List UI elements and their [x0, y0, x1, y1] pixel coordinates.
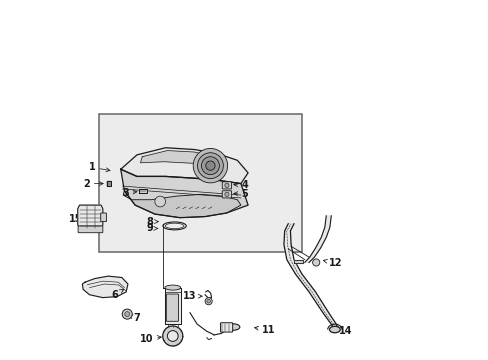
Polygon shape	[139, 189, 147, 193]
Polygon shape	[78, 205, 102, 228]
Circle shape	[201, 157, 219, 175]
Circle shape	[197, 153, 223, 179]
Text: 9: 9	[146, 224, 158, 233]
Text: 6: 6	[111, 289, 123, 300]
Circle shape	[206, 300, 210, 303]
Ellipse shape	[329, 326, 340, 333]
Polygon shape	[304, 216, 330, 262]
Polygon shape	[164, 288, 180, 324]
Circle shape	[224, 192, 228, 197]
Circle shape	[224, 183, 228, 188]
Circle shape	[193, 148, 227, 183]
Circle shape	[155, 196, 165, 207]
FancyBboxPatch shape	[220, 323, 232, 332]
Text: 4: 4	[233, 180, 248, 190]
Ellipse shape	[164, 285, 180, 290]
FancyBboxPatch shape	[166, 294, 178, 321]
Polygon shape	[106, 181, 111, 186]
Text: 13: 13	[182, 291, 202, 301]
Text: 10: 10	[140, 333, 161, 343]
Text: 3: 3	[122, 188, 137, 198]
Circle shape	[167, 330, 178, 341]
Text: 7: 7	[128, 313, 140, 323]
Text: 12: 12	[323, 258, 342, 268]
Polygon shape	[123, 191, 241, 218]
Circle shape	[163, 326, 183, 346]
Text: 1: 1	[89, 162, 110, 172]
Text: 5: 5	[233, 189, 248, 199]
Polygon shape	[293, 260, 302, 263]
Text: 14: 14	[333, 326, 351, 336]
Circle shape	[204, 298, 212, 305]
FancyBboxPatch shape	[78, 226, 102, 233]
Polygon shape	[121, 148, 247, 184]
Circle shape	[124, 312, 129, 317]
Text: 2: 2	[83, 179, 103, 189]
FancyBboxPatch shape	[101, 213, 106, 222]
Text: 11: 11	[254, 325, 275, 335]
Text: 8: 8	[146, 217, 158, 226]
FancyBboxPatch shape	[222, 182, 231, 189]
Polygon shape	[82, 276, 128, 298]
Polygon shape	[284, 224, 337, 328]
Ellipse shape	[226, 324, 239, 330]
FancyBboxPatch shape	[222, 191, 231, 198]
Text: 15: 15	[69, 214, 89, 224]
Polygon shape	[121, 169, 247, 218]
Circle shape	[312, 259, 319, 266]
Polygon shape	[140, 150, 217, 165]
Circle shape	[122, 309, 132, 319]
Bar	[99, 114, 301, 252]
Circle shape	[205, 161, 215, 170]
